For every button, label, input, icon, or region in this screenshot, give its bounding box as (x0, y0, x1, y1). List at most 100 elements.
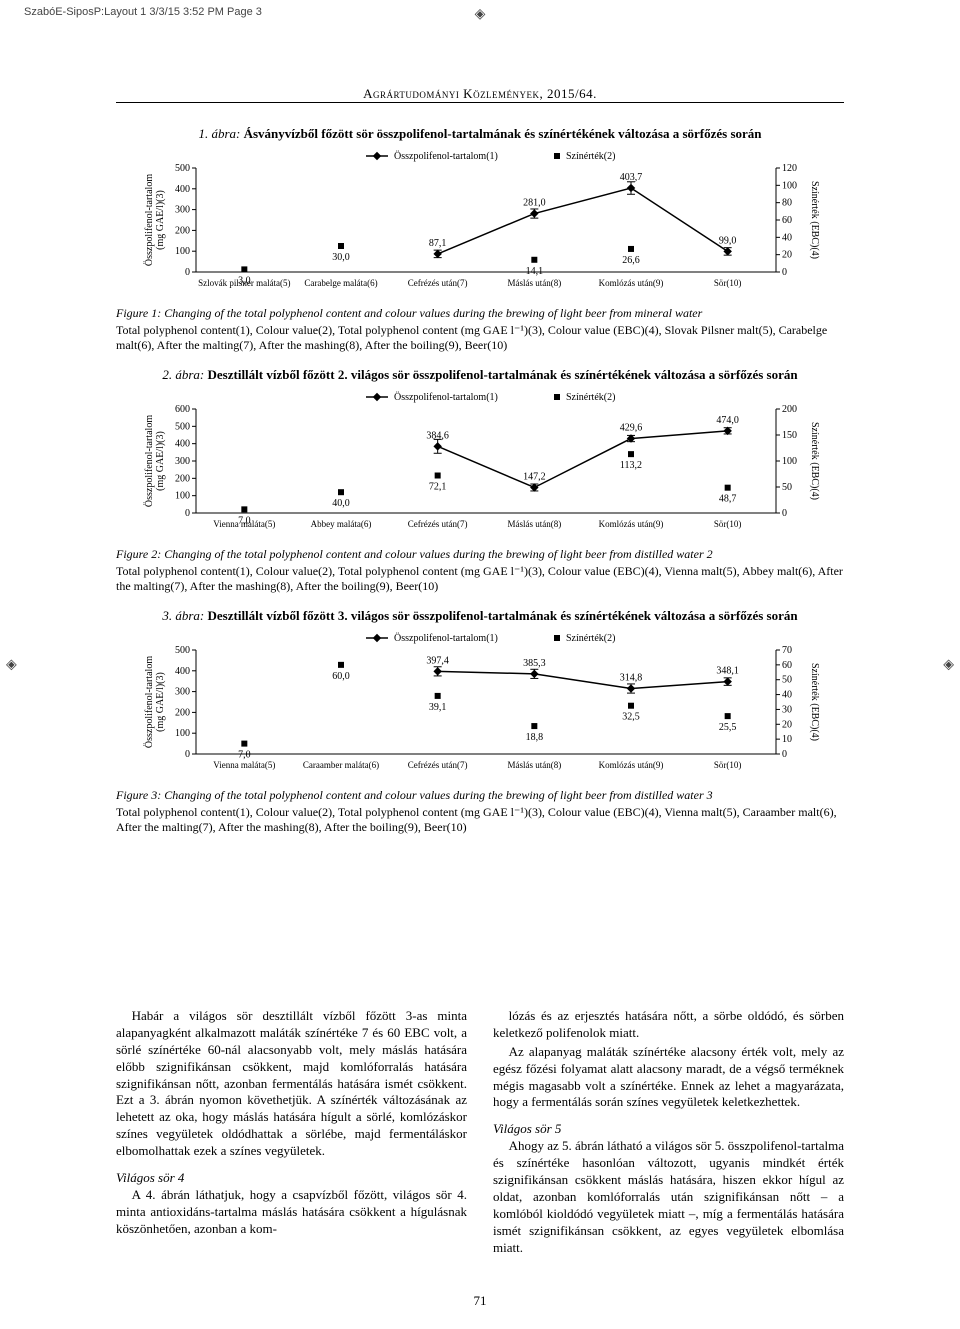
svg-text:0: 0 (782, 508, 787, 519)
svg-text:Máslás után(8): Máslás után(8) (507, 278, 561, 288)
svg-text:Színérték (EBC)(4): Színérték (EBC)(4) (809, 422, 820, 500)
svg-text:7,0: 7,0 (238, 750, 251, 761)
svg-text:500: 500 (175, 645, 190, 656)
fig2-title: 2. ábra: Desztillált vízből főzött 2. vi… (116, 367, 844, 383)
section-heading: Világos sör 5 (493, 1121, 844, 1138)
svg-text:300: 300 (175, 687, 190, 698)
svg-text:25,5: 25,5 (719, 722, 737, 733)
svg-text:60: 60 (782, 660, 792, 671)
svg-text:0: 0 (185, 267, 190, 278)
svg-text:Színérték(2): Színérték(2) (566, 633, 615, 644)
svg-text:Összpolifenol-tartalom(1): Összpolifenol-tartalom(1) (394, 632, 498, 644)
registration-mark-top: ◈ (475, 6, 486, 23)
figures-block: 1. ábra: Ásványvízből főzött sör összpol… (116, 126, 844, 849)
svg-text:Vienna maláta(5): Vienna maláta(5) (213, 760, 275, 770)
svg-text:39,1: 39,1 (429, 702, 447, 713)
svg-text:113,2: 113,2 (620, 460, 642, 471)
paragraph: Habár a világos sör desztillált vízből f… (116, 1008, 467, 1160)
svg-text:Sör(10): Sör(10) (714, 760, 742, 770)
svg-text:30,0: 30,0 (332, 252, 350, 263)
svg-text:80: 80 (782, 198, 792, 209)
svg-text:72,1: 72,1 (429, 482, 447, 493)
svg-text:400: 400 (175, 184, 190, 195)
svg-text:429,6: 429,6 (620, 423, 643, 434)
svg-text:100: 100 (782, 456, 797, 467)
svg-text:50: 50 (782, 675, 792, 686)
svg-text:20: 20 (782, 250, 792, 261)
print-slug: SzabóE-SiposP:Layout 1 3/3/15 3:52 PM Pa… (24, 6, 262, 18)
svg-text:385,3: 385,3 (523, 658, 546, 669)
paragraph: lózás és az erjesztés hatására nőtt, a s… (493, 1008, 844, 1042)
svg-text:Cefrézés után(7): Cefrézés után(7) (408, 519, 468, 529)
svg-text:200: 200 (175, 225, 190, 236)
svg-text:20: 20 (782, 719, 792, 730)
page-number: 71 (0, 1293, 960, 1309)
running-head: Agrártudományi Közlemények, 2015/64. (0, 86, 960, 102)
svg-text:32,5: 32,5 (622, 712, 640, 723)
svg-text:Carabelge maláta(6): Carabelge maláta(6) (304, 278, 377, 288)
svg-text:7,0: 7,0 (238, 515, 251, 526)
figure-1: 1. ábra: Ásványvízből főzött sör összpol… (116, 126, 844, 353)
svg-text:Színérték(2): Színérték(2) (566, 151, 615, 162)
svg-text:300: 300 (175, 456, 190, 467)
svg-text:60: 60 (782, 215, 792, 226)
svg-text:30: 30 (782, 704, 792, 715)
svg-text:281,0: 281,0 (523, 198, 546, 209)
svg-text:147,2: 147,2 (523, 471, 546, 482)
paragraph: Az alapanyag maláták színértéke alacsony… (493, 1044, 844, 1112)
svg-text:Sör(10): Sör(10) (714, 278, 742, 288)
fig3-title: 3. ábra: Desztillált vízből főzött 3. vi… (116, 608, 844, 624)
svg-text:Színérték (EBC)(4): Színérték (EBC)(4) (809, 663, 820, 741)
svg-text:384,6: 384,6 (426, 430, 449, 441)
svg-text:474,0: 474,0 (716, 415, 739, 426)
svg-text:Összpolifenol-tartalom(mg GAE/: Összpolifenol-tartalom(mg GAE/l)(3) (143, 656, 166, 748)
fig3-caption-sub: Total polyphenol content(1), Colour valu… (116, 805, 844, 835)
svg-text:40: 40 (782, 232, 792, 243)
svg-text:150: 150 (782, 430, 797, 441)
svg-text:300: 300 (175, 205, 190, 216)
svg-text:50: 50 (782, 482, 792, 493)
paragraph: Ahogy az 5. ábrán látható a világos sör … (493, 1138, 844, 1256)
svg-text:0: 0 (185, 508, 190, 519)
registration-mark-right: ◈ (943, 656, 954, 673)
svg-text:100: 100 (782, 180, 797, 191)
svg-text:348,1: 348,1 (716, 666, 739, 677)
svg-text:40: 40 (782, 690, 792, 701)
fig1-caption: Figure 1: Changing of the total polyphen… (116, 306, 844, 321)
fig2-caption: Figure 2: Changing of the total polyphen… (116, 547, 844, 562)
fig1-title: 1. ábra: Ásványvízből főzött sör összpol… (116, 126, 844, 142)
left-column: Habár a világos sör desztillált vízből f… (116, 1008, 467, 1258)
svg-text:400: 400 (175, 439, 190, 450)
svg-text:403,7: 403,7 (620, 172, 643, 183)
svg-text:120: 120 (782, 163, 797, 174)
svg-text:100: 100 (175, 491, 190, 502)
right-column: lózás és az erjesztés hatására nőtt, a s… (493, 1008, 844, 1258)
svg-text:40,0: 40,0 (332, 498, 350, 509)
registration-mark-left: ◈ (6, 656, 17, 673)
svg-text:48,7: 48,7 (719, 494, 737, 505)
svg-text:200: 200 (175, 473, 190, 484)
svg-text:Sör(10): Sör(10) (714, 519, 742, 529)
svg-text:26,6: 26,6 (622, 255, 640, 266)
svg-text:Cefrézés után(7): Cefrézés után(7) (408, 760, 468, 770)
fig2-caption-sub: Total polyphenol content(1), Colour valu… (116, 564, 844, 594)
svg-text:Caraamber maláta(6): Caraamber maláta(6) (303, 760, 379, 770)
svg-text:99,0: 99,0 (719, 235, 737, 246)
svg-text:314,8: 314,8 (620, 673, 643, 684)
svg-text:14,1: 14,1 (526, 266, 544, 277)
svg-text:600: 600 (175, 404, 190, 415)
svg-text:0: 0 (782, 267, 787, 278)
svg-text:Cefrézés után(7): Cefrézés után(7) (408, 278, 468, 288)
svg-text:Komlózás után(9): Komlózás után(9) (599, 519, 664, 529)
svg-text:Összpolifenol-tartalom(1): Összpolifenol-tartalom(1) (394, 150, 498, 162)
svg-text:400: 400 (175, 666, 190, 677)
section-heading: Világos sör 4 (116, 1170, 467, 1187)
svg-text:Színérték(2): Színérték(2) (566, 392, 615, 403)
svg-text:10: 10 (782, 734, 792, 745)
svg-text:397,4: 397,4 (426, 655, 449, 666)
svg-text:200: 200 (175, 707, 190, 718)
figure-2: 2. ábra: Desztillált vízből főzött 2. vi… (116, 367, 844, 594)
svg-text:60,0: 60,0 (332, 671, 350, 682)
fig1-chart: 0100200300400500020406080100120Szlovák p… (140, 146, 820, 300)
svg-text:0: 0 (782, 749, 787, 760)
